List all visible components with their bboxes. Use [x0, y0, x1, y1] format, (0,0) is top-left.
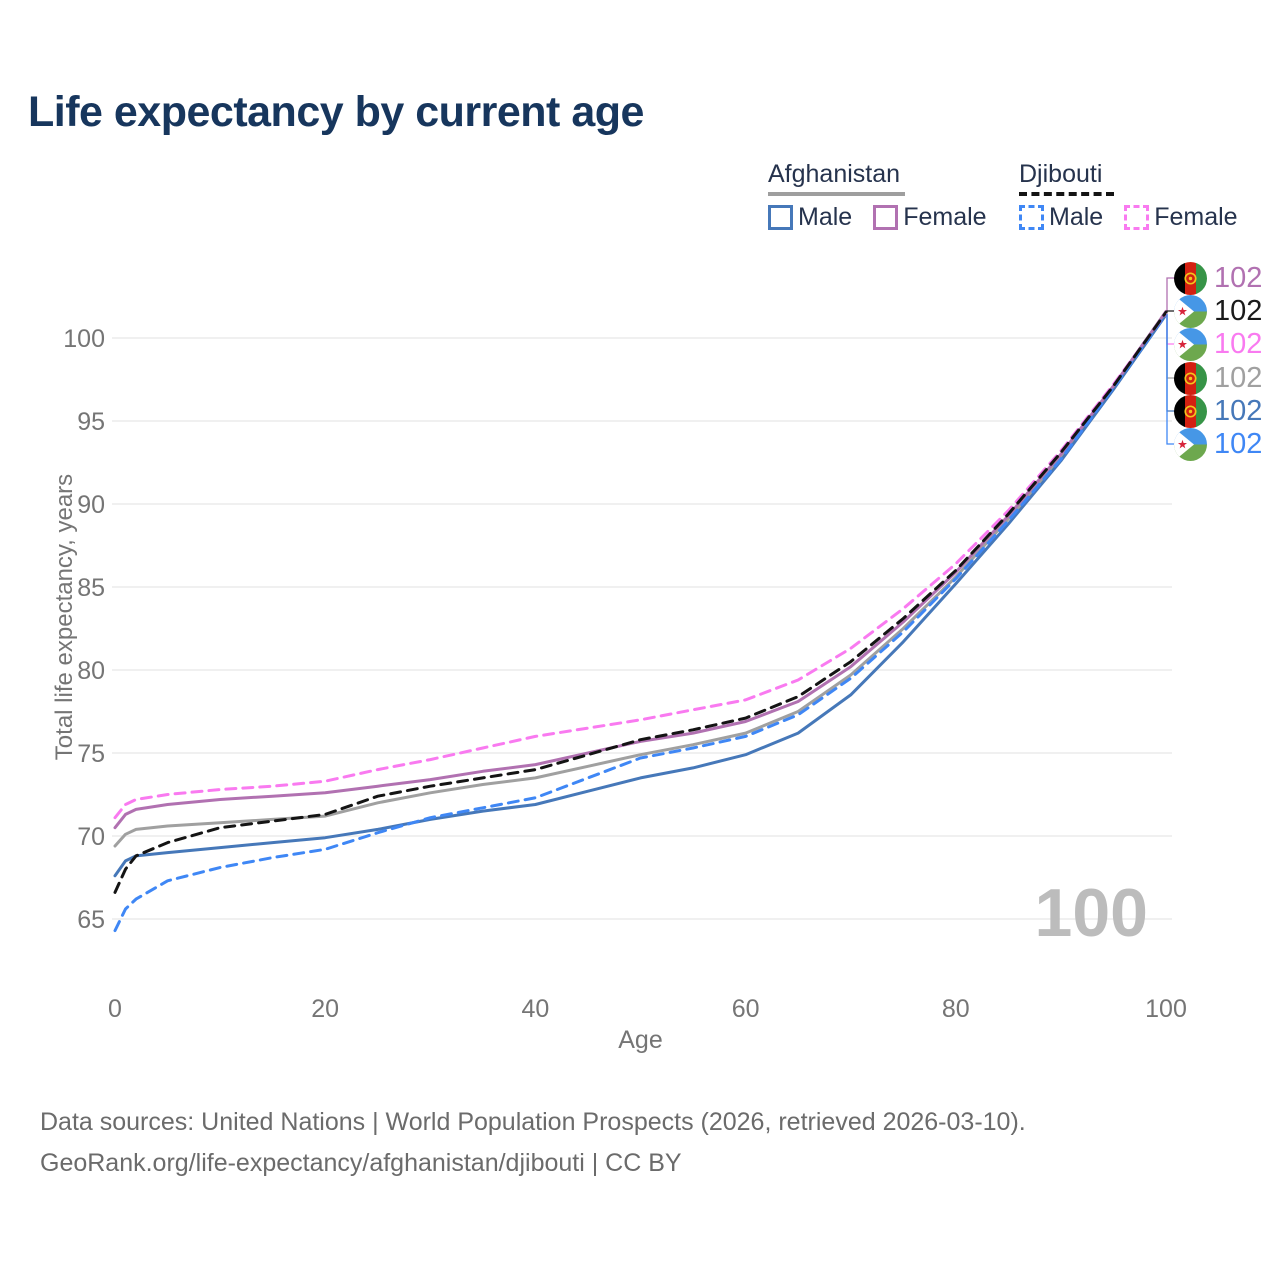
legend-item-label: Male — [1049, 203, 1104, 231]
legend-group-djibouti: Djibouti Male Female — [1019, 160, 1238, 232]
y-tick-label: 75 — [77, 740, 105, 768]
djibouti-flag-icon — [1174, 294, 1207, 328]
footer-attribution: GeoRank.org/life-expectancy/afghanistan/… — [40, 1149, 682, 1177]
legend-item-djibouti-female[interactable]: Female — [1124, 203, 1238, 232]
y-tick-label: 70 — [77, 823, 105, 851]
djibouti-flag-icon — [1174, 294, 1207, 328]
legend-group-afghanistan: Afghanistan Male Female — [768, 160, 987, 232]
series-line-afghanistan-both[interactable] — [113, 311, 1168, 848]
end-label-djibouti-both: 102 — [1174, 294, 1262, 328]
footer-data-sources: Data sources: United Nations | World Pop… — [40, 1108, 1026, 1136]
y-tick-label: 100 — [63, 325, 105, 353]
legend-group-afghanistan-label: Afghanistan — [768, 160, 901, 188]
djibouti-flag-icon — [1174, 327, 1207, 361]
x-tick-label: 40 — [521, 995, 549, 1023]
end-label-afghanistan-both: 102 — [1174, 361, 1262, 395]
legend-item-label: Male — [798, 203, 853, 231]
legend-item-label: Female — [903, 203, 987, 231]
legend-group-djibouti-label: Djibouti — [1019, 160, 1103, 188]
djibouti-flag-icon — [1174, 327, 1207, 361]
legend-swatch-djibouti-female-icon — [1124, 205, 1150, 230]
afghanistan-flag-icon — [1174, 394, 1207, 428]
series-line-djibouti-male[interactable] — [113, 312, 1168, 933]
djibouti-flag-icon — [1174, 427, 1207, 461]
legend-item-afghanistan-male[interactable]: Male — [768, 203, 852, 232]
series-line-afghanistan-female[interactable] — [113, 309, 1168, 830]
end-label-afghanistan-female: 102 — [1174, 261, 1262, 295]
y-axis-title: Total life expectancy, years — [51, 473, 78, 761]
end-label-connector-afghanistan-female — [1166, 277, 1175, 312]
footer: Data sources: United Nations | World Pop… — [40, 1102, 1026, 1184]
series-line-djibouti-both[interactable] — [113, 310, 1168, 894]
y-tick-label: 80 — [77, 657, 105, 685]
end-label-djibouti-female: 102 — [1174, 327, 1262, 361]
afghanistan-flag-icon — [1174, 261, 1207, 295]
y-tick-label: 85 — [77, 574, 105, 602]
end-label-value: 102 — [1214, 294, 1263, 327]
djibouti-flag-icon — [1174, 427, 1207, 461]
x-tick-label: 100 — [1145, 995, 1187, 1023]
end-label-value: 102 — [1214, 361, 1263, 394]
afghanistan-flag-icon — [1174, 361, 1207, 395]
end-label-value: 102 — [1214, 427, 1263, 460]
end-label-value: 102 — [1214, 394, 1263, 427]
y-tick-label: 65 — [77, 906, 105, 934]
legend-item-afghanistan-female[interactable]: Female — [873, 203, 987, 232]
legend-group-afghanistan-header: Afghanistan — [768, 160, 987, 196]
series-line-djibouti-female[interactable] — [113, 311, 1168, 820]
afghanistan-flag-icon — [1174, 394, 1207, 428]
end-label-connector-djibouti-both — [1166, 310, 1175, 313]
series-line-afghanistan-male[interactable] — [113, 313, 1168, 878]
y-tick-label: 95 — [77, 408, 105, 436]
x-axis-title: Age — [618, 1026, 663, 1054]
afghanistan-flag-icon — [1174, 361, 1207, 395]
end-label-connector-djibouti-male — [1166, 314, 1175, 445]
legend-underline-djibouti-dashed — [1019, 192, 1114, 196]
end-label-djibouti-male: 102 — [1174, 427, 1262, 461]
y-tick-label: 90 — [77, 491, 105, 519]
legend-swatch-afghanistan-male-icon — [768, 205, 793, 230]
end-label-value: 102 — [1214, 327, 1263, 360]
x-tick-label: 60 — [732, 995, 760, 1023]
legend-group-djibouti-header: Djibouti — [1019, 160, 1238, 196]
afghanistan-flag-icon — [1174, 261, 1207, 295]
legend-item-djibouti-male[interactable]: Male — [1019, 203, 1103, 232]
legend-swatch-afghanistan-female-icon — [873, 205, 899, 230]
page-title: Life expectancy by current age — [28, 88, 644, 136]
legend-underline-afghanistan-solid — [768, 192, 905, 196]
x-tick-label: 20 — [311, 995, 339, 1023]
x-tick-label: 80 — [942, 995, 970, 1023]
legend-swatch-djibouti-male-icon — [1019, 205, 1044, 230]
legend-item-label: Female — [1154, 203, 1238, 231]
age-counter-watermark: 100 — [1034, 875, 1148, 951]
x-tick-label: 0 — [108, 995, 122, 1023]
end-label-afghanistan-male: 102 — [1174, 394, 1262, 428]
end-label-value: 102 — [1214, 261, 1263, 294]
